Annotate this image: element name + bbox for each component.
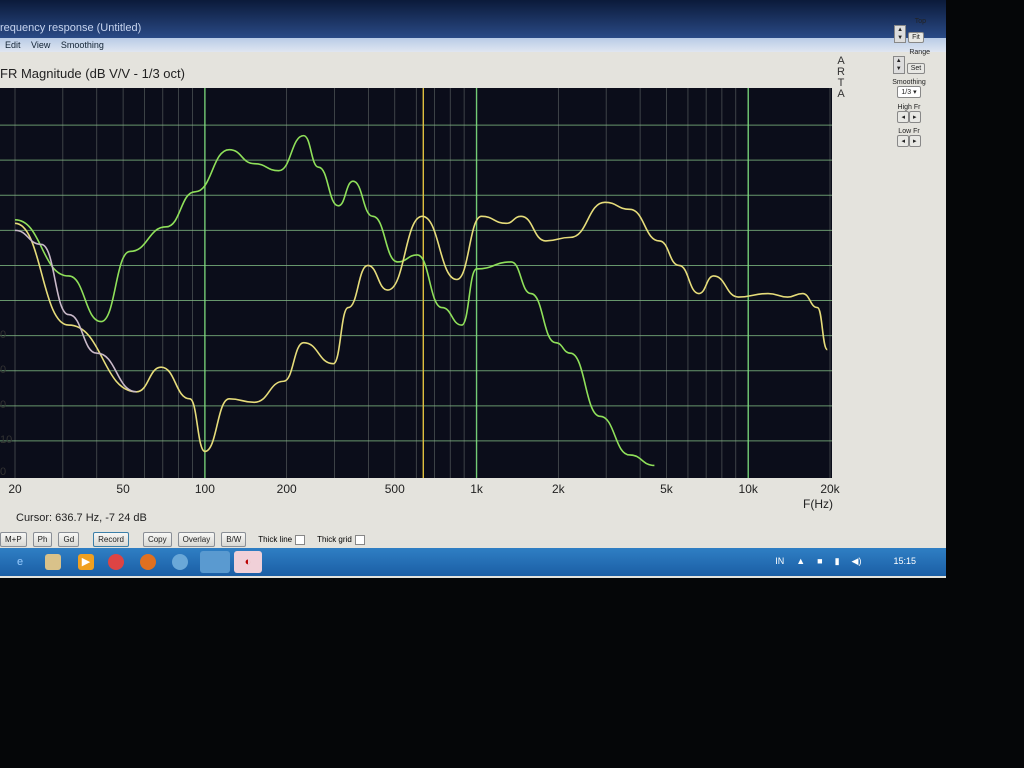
x-tick-label: 20 [8,482,22,496]
thick-grid-label: Thick grid [317,534,352,544]
x-tick-label: 200 [276,482,297,496]
logo-letter: A [837,55,845,67]
app-icon[interactable] [172,554,188,570]
x-tick-label: 1k [470,482,483,496]
y-tick: 0 [0,466,7,478]
high-fr-left-button[interactable]: ◂ [897,111,909,123]
green-response-curve [14,134,655,467]
media-player-icon[interactable]: ▶ [78,554,94,570]
frequency-response-plot[interactable] [0,88,832,478]
low-fr-left-button[interactable]: ◂ [897,135,909,147]
range-up-down-spinner[interactable]: ▲ ▼ [892,56,905,74]
overlay-button[interactable]: Overlay [177,532,216,547]
thick-line-label: Thick line [258,534,293,544]
record-button[interactable]: Record [93,532,129,547]
ie-icon[interactable]: e [16,556,24,568]
bw-button[interactable]: B/W [221,532,247,547]
network-icon[interactable]: ▮ [834,556,840,566]
x-tick-label: 50 [116,482,130,496]
range-label: Range [909,49,930,56]
high-fr-right-button[interactable]: ▸ [909,111,921,123]
low-fr-label: Low Fr [898,128,920,135]
firefox-icon[interactable] [140,554,156,570]
bottom-toolbar: M+P Ph Gd Record Copy Overlay B/W Thick … [0,532,365,547]
yellow-response-curve [14,201,829,453]
logo-letter: T [837,77,845,89]
arta-icon[interactable]: ◐ [234,551,262,573]
group-delay-button[interactable]: Gd [58,532,80,547]
logo-letter: R [837,66,845,78]
smoothing-value: 1/3 [901,89,912,96]
x-tick-label: 20k [820,482,840,496]
smoothing-select[interactable]: 1/3 ▾ [897,86,921,98]
y-tick: 0 [0,399,7,411]
menu-bar: Edit View Smoothing [0,38,946,52]
x-axis-label: F(Hz) [803,497,833,511]
x-tick-label: 5k [660,482,673,496]
logo-letter: A [837,88,845,100]
arta-logo: A R T A [836,56,846,100]
folder-icon[interactable] [45,554,61,570]
phase-button[interactable]: Ph [32,532,53,547]
mag-phase-button[interactable]: M+P [0,532,27,547]
x-tick-label: 10k [738,482,758,496]
set-button[interactable]: Set [906,63,926,74]
checkbox-box[interactable] [295,534,306,545]
thick-line-checkbox[interactable]: Thick line [258,534,306,545]
checkbox-box[interactable] [354,534,365,545]
clock[interactable]: 15:15 [893,556,916,566]
screen: requency response (Untitled) Edit View S… [0,0,946,578]
smoothing-label: Smoothing [892,79,926,86]
top-up-down-spinner[interactable]: ▲ ▼ [894,25,907,43]
show-hidden-icons[interactable]: ▲ [796,556,806,566]
high-fr-label: High Fr [897,104,921,111]
menu-edit[interactable]: Edit [5,40,21,50]
system-tray: IN ▲ ■ ▮ ◀) 15:15 [775,556,916,567]
chart-title: FR Magnitude (dB V/V - 1/3 oct) [0,66,185,81]
x-tick-label: 100 [194,482,215,496]
language-indicator[interactable]: IN [775,556,785,566]
chrome-icon[interactable] [108,554,124,570]
window-title: requency response (Untitled) [0,22,142,34]
chevron-down-icon: ▾ [913,89,917,96]
network-app-icon[interactable] [200,551,230,573]
y-tick: 0 [0,364,7,376]
volume-icon[interactable]: ◀) [851,556,862,566]
y-tick: 0 [0,329,7,341]
low-fr-right-button[interactable]: ▸ [909,135,921,147]
top-label: Top [914,18,926,25]
menu-view[interactable]: View [31,40,51,50]
cursor-readout: Cursor: 636.7 Hz, -7 24 dB [16,512,147,524]
action-center-icon[interactable]: ■ [817,556,823,566]
control-panel: Top ▲ ▼ Fit Range ▲ ▼ Set Smoothing 1/3 ▾ … [878,18,940,147]
x-tick-label: 2k [551,482,565,496]
x-tick-label: 500 [384,482,405,496]
menu-smoothing[interactable]: Smoothing [60,40,104,50]
fit-button[interactable]: Fit [908,32,924,43]
title-bar: requency response (Untitled) [0,0,946,38]
copy-button[interactable]: Copy [142,532,172,547]
thick-grid-checkbox[interactable]: Thick grid [317,534,365,545]
taskbar: e ▶ ◐ IN ▲ ■ ▮ ◀) 15:15 [0,548,946,576]
y-tick: 10 [0,434,13,446]
